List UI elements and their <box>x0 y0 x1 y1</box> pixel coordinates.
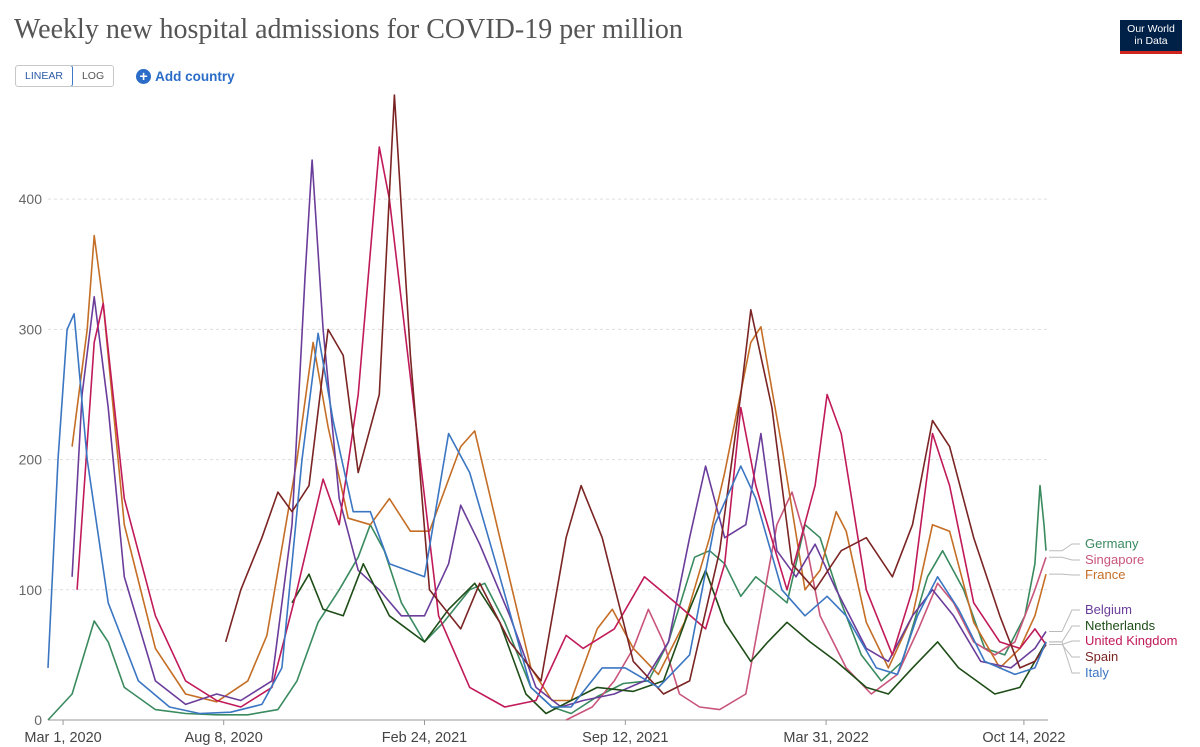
series-line-italy[interactable] <box>47 313 1047 715</box>
x-tick-label: Sep 12, 2021 <box>582 730 668 746</box>
legend-connector <box>1048 573 1080 576</box>
owid-logo[interactable]: Our World in Data <box>1120 20 1182 54</box>
series-lines <box>47 94 1047 721</box>
legend-label[interactable]: Italy <box>1085 665 1109 680</box>
plus-circle-icon: + <box>136 68 152 84</box>
x-tick-label: Feb 24, 2021 <box>382 730 467 746</box>
series-line-france[interactable] <box>71 234 1047 703</box>
scale-toggle: LINEAR LOG <box>15 65 115 87</box>
x-tick-label: Mar 31, 2022 <box>783 730 868 746</box>
series-line-singapore[interactable] <box>565 491 1047 721</box>
linear-scale-button[interactable]: LINEAR <box>16 66 73 86</box>
x-tick-label: Aug 8, 2020 <box>185 730 263 746</box>
y-axis: 0 100 200 300 400 <box>19 191 43 728</box>
gridlines <box>48 198 1048 591</box>
series-line-belgium[interactable] <box>71 159 1047 708</box>
y-tick-label: 100 <box>19 582 43 598</box>
x-tick-label: Oct 14, 2022 <box>982 730 1065 746</box>
x-axis: Mar 1, 2020 Aug 8, 2020 Feb 24, 2021 Sep 12… <box>24 719 1065 746</box>
legend-label[interactable]: United Kingdom <box>1085 633 1178 648</box>
legend-connector <box>1048 643 1080 658</box>
legend-connector <box>1048 556 1080 561</box>
log-scale-button[interactable]: LOG <box>72 66 114 86</box>
series-line-spain[interactable] <box>224 94 1047 695</box>
legend-label[interactable]: Spain <box>1085 649 1118 664</box>
y-tick-label: 0 <box>34 712 42 728</box>
legend-label[interactable]: Singapore <box>1085 552 1144 567</box>
legend-connector <box>1048 625 1080 643</box>
logo-line-1: Our World <box>1127 23 1175 35</box>
chart-title: Weekly new hospital admissions for COVID… <box>14 14 683 45</box>
series-line-united-kingdom[interactable] <box>76 146 1047 708</box>
legend-label[interactable]: France <box>1085 567 1125 582</box>
legend-label[interactable]: Belgium <box>1085 602 1132 617</box>
add-country-label: Add country <box>155 68 235 84</box>
legend-connector <box>1048 641 1080 674</box>
add-country-button[interactable]: + Add country <box>136 68 235 84</box>
logo-line-2: in Data <box>1134 35 1168 47</box>
legend-connector <box>1048 543 1080 552</box>
y-tick-label: 300 <box>19 321 43 337</box>
series-line-germany[interactable] <box>47 484 1047 721</box>
y-tick-label: 200 <box>19 452 43 468</box>
chart-controls: LINEAR LOG + Add country <box>15 65 235 87</box>
y-tick-label: 400 <box>19 191 43 207</box>
legend-label[interactable]: Netherlands <box>1085 618 1156 633</box>
legend-label[interactable]: Germany <box>1085 536 1139 551</box>
series-line-netherlands[interactable] <box>291 563 1047 715</box>
legend-connector <box>1048 609 1080 632</box>
x-tick-label: Mar 1, 2020 <box>24 730 101 746</box>
